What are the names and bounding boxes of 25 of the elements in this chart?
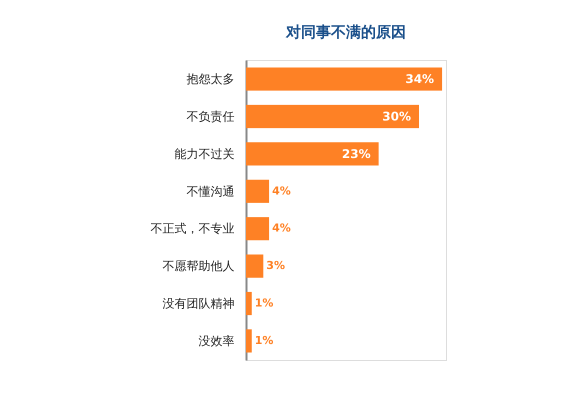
data-label: 30% bbox=[382, 109, 412, 124]
bar bbox=[246, 67, 442, 91]
y-tick-label: 没有团队精神 bbox=[162, 296, 234, 311]
bar bbox=[246, 254, 264, 278]
y-tick-label: 不负责任 bbox=[186, 109, 234, 124]
bar bbox=[246, 104, 420, 128]
data-label: 23% bbox=[342, 146, 371, 161]
y-tick-label: 不愿帮助他人 bbox=[162, 259, 234, 274]
bar bbox=[246, 142, 379, 166]
data-label: 4% bbox=[272, 184, 291, 198]
chart-title: 对同事不满的原因 bbox=[285, 23, 406, 41]
bar bbox=[246, 217, 270, 240]
data-label: 1% bbox=[254, 296, 274, 310]
data-label: 34% bbox=[405, 72, 434, 86]
data-label: 3% bbox=[266, 259, 285, 272]
y-tick-label: 不懂沟通 bbox=[186, 184, 234, 198]
y-tick-label: 能力不过关 bbox=[174, 146, 234, 161]
data-label: 4% bbox=[272, 222, 291, 235]
bar bbox=[246, 329, 252, 353]
bar bbox=[246, 292, 252, 316]
bar bbox=[246, 180, 270, 203]
y-tick-label: 没效率 bbox=[198, 334, 234, 348]
y-tick-label: 不正式，不专业 bbox=[150, 222, 234, 236]
data-label: 1% bbox=[254, 334, 274, 347]
y-tick-label: 抱怨太多 bbox=[186, 72, 234, 86]
